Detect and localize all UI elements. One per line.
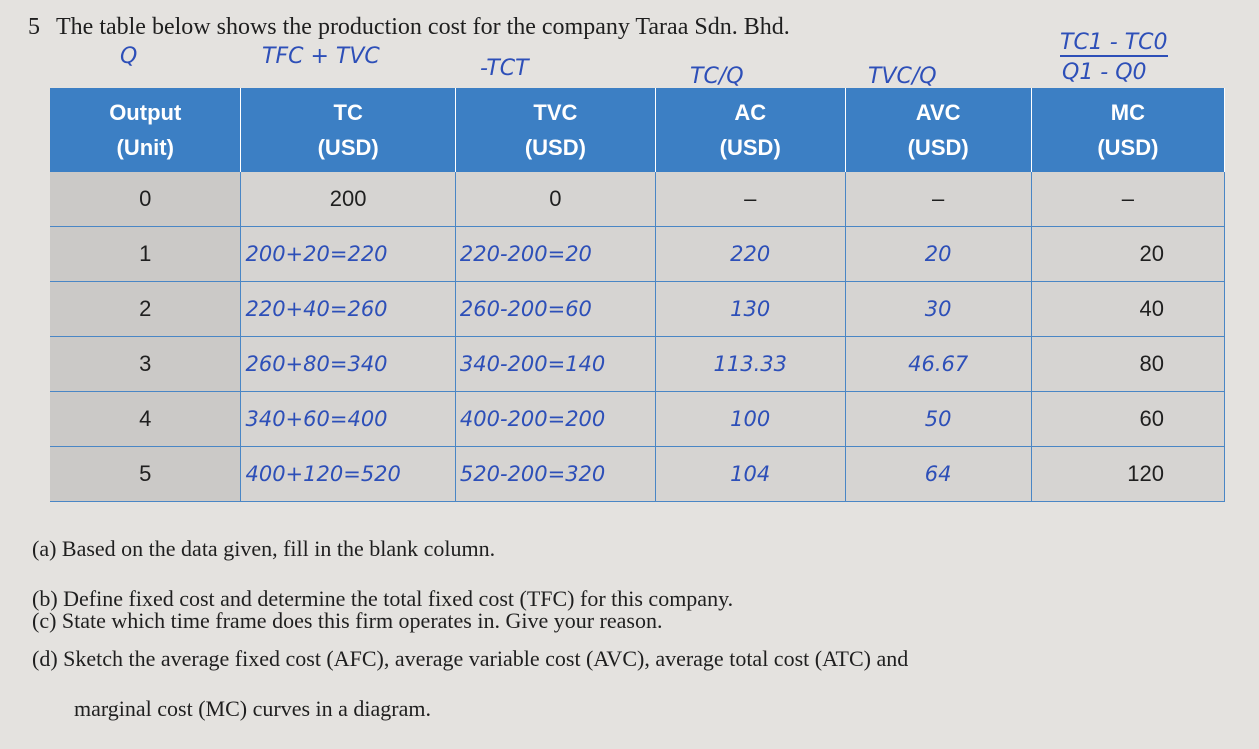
question: (b) Define fixed cost and determine the … bbox=[32, 586, 734, 611]
table-row: 4 340+60=400 400-200=200 100 50 60 bbox=[50, 391, 1226, 447]
header-cell: AVC (USD) bbox=[845, 88, 1032, 172]
table-cell: 340-200=140 bbox=[455, 336, 656, 392]
table-cell: 400-200=200 bbox=[455, 391, 656, 447]
intro-text: The table below shows the production cos… bbox=[56, 14, 790, 40]
header-cell: Output (Unit) bbox=[50, 88, 242, 172]
table-cell: 340+60=400 bbox=[240, 391, 456, 447]
table-row: 0 200 0– – – bbox=[50, 172, 1226, 227]
header-text: (USD) bbox=[719, 135, 781, 160]
table-cell: 200+20=220 bbox=[240, 226, 456, 282]
header-cell: MC (USD) bbox=[1031, 88, 1226, 172]
table-cell: 1 bbox=[50, 226, 242, 282]
question: marginal cost (MC) curves in a diagram. bbox=[74, 696, 431, 721]
question: (c) State which time frame does this fir… bbox=[32, 608, 663, 633]
table-cell: 260+80=340 bbox=[240, 336, 456, 392]
header-row: Output (Unit) TC (USD) TVC (USD) AC (USD) AVC (US… bbox=[50, 88, 1226, 172]
table-cell: 130 bbox=[655, 281, 846, 337]
table-row: 3 260+80=340 340-200=140 113.33 46.67 80 bbox=[50, 336, 1226, 392]
table-cell: 220 bbox=[655, 226, 846, 282]
header-text: (USD) bbox=[1097, 135, 1159, 160]
table-cell: 0 bbox=[455, 172, 656, 227]
table-row: 2 220+40=260 260-200=60 130 30 40 bbox=[50, 281, 1226, 337]
annotation: Q1 - Q0 bbox=[1062, 60, 1147, 85]
header-text: MC bbox=[1110, 99, 1146, 125]
annotation: TC1 - TC0 bbox=[1060, 30, 1168, 57]
table-cell: 80 bbox=[1031, 336, 1226, 392]
table-cell: 220-200=20 bbox=[455, 226, 656, 282]
cost-table: Output (Unit) TC (USD) TVC (USD) AC (USD) AVC (US… bbox=[50, 88, 1226, 502]
annotation: TC/Q bbox=[690, 64, 744, 89]
table-cell: – bbox=[1031, 172, 1226, 227]
table-cell: 4 bbox=[50, 391, 242, 447]
table-row: 5 400+120=520 520-200=320 104 64 120 bbox=[50, 446, 1226, 502]
table-cell: 520-200=320 bbox=[455, 446, 656, 502]
table-cell: 64 bbox=[845, 446, 1032, 502]
question-number: 5 bbox=[28, 14, 40, 40]
question: (a) Based on the data given, fill in the… bbox=[32, 536, 496, 561]
table-cell: 400+120=520 bbox=[240, 446, 456, 502]
table-cell: 60 bbox=[1031, 391, 1226, 447]
annotation: Q bbox=[120, 44, 138, 69]
table-cell: 104 bbox=[655, 446, 846, 502]
table-cell: 260-200=60 bbox=[455, 281, 656, 337]
table-row: 1 200+20=220 220-200=20 220 20 20 bbox=[50, 226, 1226, 282]
table-cell: 2 bbox=[50, 281, 242, 337]
header-text: (USD) bbox=[907, 135, 969, 160]
question: (d) Sketch the average fixed cost (AFC),… bbox=[32, 646, 909, 671]
annotation: -TCT bbox=[480, 56, 529, 81]
table-cell: 100 bbox=[655, 391, 846, 447]
table-cell: 50 bbox=[845, 391, 1032, 447]
table-cell: 120 bbox=[1031, 446, 1226, 502]
header-text: (Unit) bbox=[116, 135, 174, 160]
table-cell: 46.67 bbox=[845, 336, 1032, 392]
table-cell: 3 bbox=[50, 336, 242, 392]
annotation: TFC + TVC bbox=[262, 44, 380, 69]
table-cell: 20 bbox=[1031, 226, 1226, 282]
header-text: TVC bbox=[533, 99, 578, 125]
header-text: TC bbox=[333, 99, 363, 125]
table-cell: 5 bbox=[50, 446, 242, 502]
header-cell: AC (USD) bbox=[655, 88, 846, 172]
table-cell: 113.33 bbox=[655, 336, 846, 392]
table-cell: – bbox=[845, 172, 1032, 227]
table-cell: 220+40=260 bbox=[240, 281, 456, 337]
annotation: TVC/Q bbox=[868, 64, 937, 89]
table-cell: 20 bbox=[845, 226, 1032, 282]
table-cell: 40 bbox=[1031, 281, 1226, 337]
header-cell: TC (USD) bbox=[240, 88, 456, 172]
table-cell: 200 bbox=[240, 172, 456, 227]
header-text: AC bbox=[734, 99, 767, 125]
header-text: (USD) bbox=[524, 135, 586, 160]
header-text: AVC bbox=[915, 99, 961, 125]
header-text: Output bbox=[109, 99, 182, 125]
header-cell: TVC (USD) bbox=[455, 88, 656, 172]
table-cell: 30 bbox=[845, 281, 1032, 337]
header-text: (USD) bbox=[317, 135, 379, 160]
table-cell: – bbox=[655, 172, 846, 227]
table-cell: 0 bbox=[50, 172, 242, 227]
